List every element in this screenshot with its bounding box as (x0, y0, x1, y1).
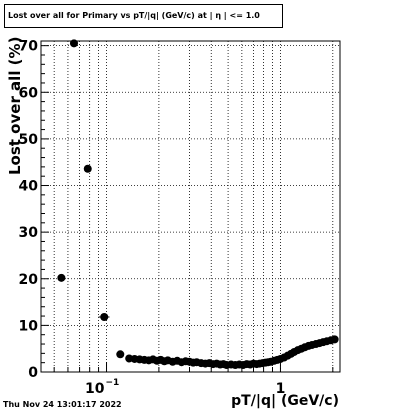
data-point (330, 335, 339, 344)
y-tick-label: 60 (19, 85, 39, 101)
x-tick-label-exponent: −1 (106, 378, 120, 388)
x-tick-label: 1 (276, 381, 286, 397)
grid (41, 41, 340, 372)
data-point (83, 164, 92, 173)
data-point (100, 312, 109, 321)
y-tick-label: 50 (19, 132, 39, 148)
y-axis-title: Lost over all (%) (6, 37, 24, 175)
chart-title: Lost over all for Primary vs pT/|q| (GeV… (4, 4, 283, 28)
data-points (57, 39, 339, 370)
y-tick-label: 30 (19, 225, 39, 241)
y-tick-label: 20 (19, 272, 39, 288)
data-point (69, 39, 78, 48)
x-tick-label-base: 10 (85, 381, 105, 397)
timestamp: Thu Nov 24 13:01:17 2022 (3, 400, 122, 409)
y-tick-label: 10 (19, 318, 39, 334)
y-tick-label: 0 (28, 365, 38, 381)
data-point (57, 273, 66, 282)
y-tick-label: 70 (19, 39, 39, 55)
plot-frame (40, 40, 341, 373)
y-tick-label: 40 (19, 179, 39, 195)
data-point (116, 350, 125, 359)
x-axis-title: pT/|q| (GeV/c) (231, 393, 339, 409)
